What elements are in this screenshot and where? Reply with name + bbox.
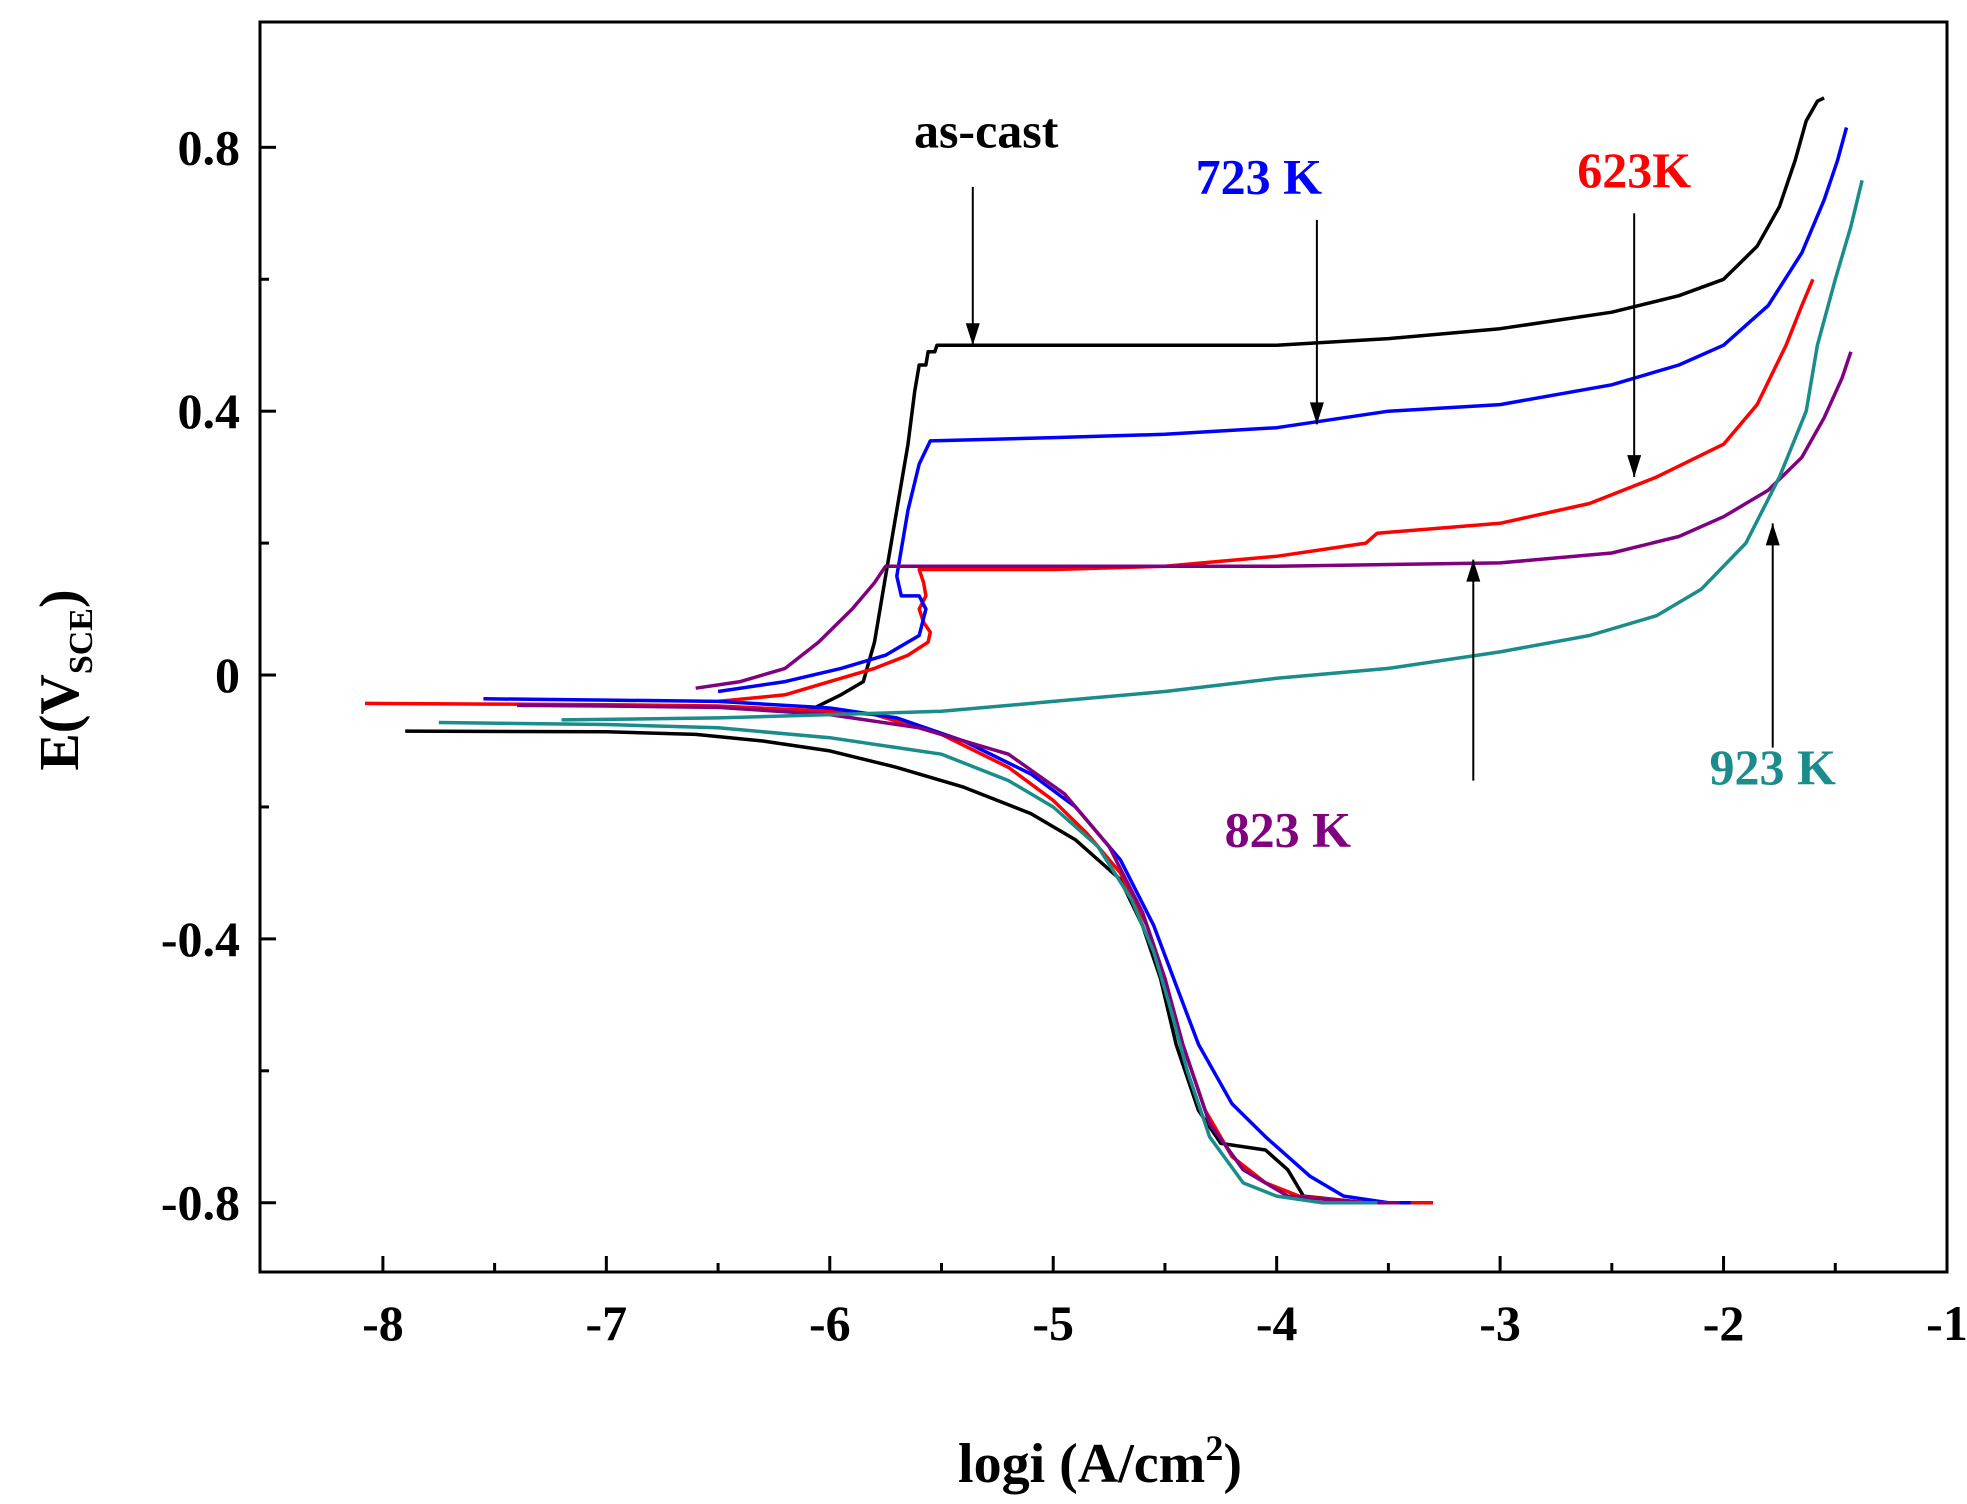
- annotation-label-723-k: 723 K: [1196, 149, 1323, 205]
- annotation-label-623k: 623K: [1577, 142, 1691, 198]
- annotation-arrowhead-723-k: [1309, 402, 1324, 425]
- x-tick-label: -1: [1926, 1295, 1967, 1351]
- annotation-arrowhead-923-k: [1765, 523, 1780, 546]
- x-tick-label: -8: [362, 1295, 404, 1351]
- y-tick-label: -0.4: [161, 911, 240, 967]
- x-tick-label: -2: [1703, 1295, 1745, 1351]
- series-line-623k: [364, 278, 1815, 1205]
- plot-frame: [258, 20, 1949, 1274]
- series-layer: [364, 96, 1864, 1205]
- annotation-arrowhead-823-k: [1466, 559, 1481, 582]
- x-axis-title: logi (A/cm2): [958, 1428, 1242, 1495]
- series-line-823-k: [516, 351, 1853, 1205]
- x-tick-label: -3: [1479, 1295, 1521, 1351]
- annotation-arrowhead-623k: [1627, 455, 1642, 478]
- y-tick-label: -0.8: [161, 1175, 240, 1231]
- y-axis-title: E(VSCE): [29, 589, 100, 770]
- y-tick-label: 0.4: [178, 383, 241, 439]
- x-tick-label: -7: [586, 1295, 628, 1351]
- tick-layer: -8 -7 -6 -5 -4 -3 -2 -1 0.8 0.4 0 -0.4 -0.8: [161, 119, 1967, 1351]
- x-tick-label: -4: [1256, 1295, 1298, 1351]
- series-line-as-cast: [405, 96, 1825, 1205]
- y-tick-label: 0.8: [178, 119, 241, 175]
- annotation-layer: as-cast 723 K 623K 823 K 923 K: [914, 102, 1836, 857]
- annotation-label-823-k: 823 K: [1225, 802, 1352, 858]
- y-tick-label: 0: [215, 647, 240, 703]
- x-tick-label: -6: [809, 1295, 851, 1351]
- series-line-923-k: [438, 179, 1864, 1205]
- annotation-label-923-k: 923 K: [1710, 739, 1837, 795]
- series-line-723-k: [483, 127, 1849, 1205]
- x-tick-label: -5: [1032, 1295, 1074, 1351]
- annotation-label-as-cast: as-cast: [914, 102, 1059, 158]
- annotation-arrowhead-as-cast: [965, 323, 980, 346]
